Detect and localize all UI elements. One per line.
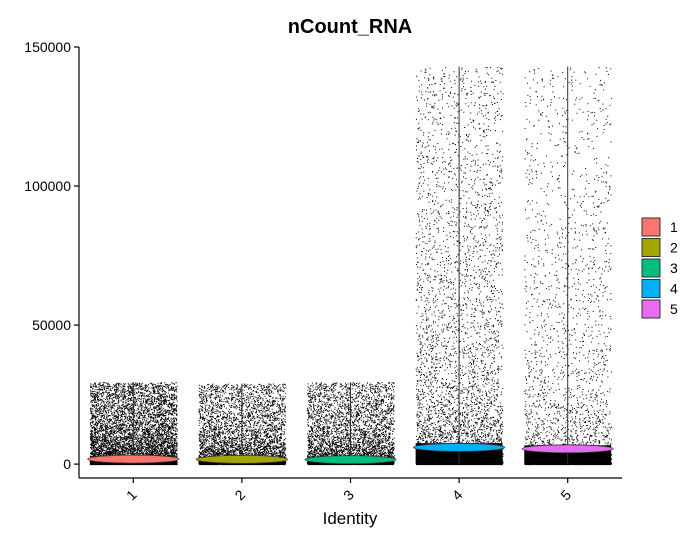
legend-label-4: 4 bbox=[670, 281, 678, 297]
y-ticks: 0 50000 100000 150000 bbox=[24, 39, 79, 472]
violin-3 bbox=[304, 455, 397, 465]
violin-5 bbox=[521, 444, 614, 454]
legend-swatch-5 bbox=[641, 299, 661, 319]
x-tick-label: 4 bbox=[449, 486, 466, 503]
violin-2 bbox=[195, 454, 288, 464]
violin-1 bbox=[87, 454, 180, 464]
x-tick-label: 5 bbox=[557, 486, 574, 503]
legend-swatch-4 bbox=[641, 279, 661, 298]
x-ticks: 1 2 3 4 5 bbox=[123, 478, 574, 503]
legend-label-3: 3 bbox=[670, 260, 678, 276]
legend-swatch-2 bbox=[641, 238, 661, 257]
x-tick-label: 3 bbox=[340, 486, 357, 503]
y-tick-label: 100000 bbox=[24, 178, 71, 194]
legend-swatch-3 bbox=[641, 258, 661, 278]
legend-label-1: 1 bbox=[670, 219, 678, 235]
x-axis-title: Identity bbox=[323, 509, 378, 528]
plot-violins bbox=[87, 66, 614, 465]
y-tick-label: 150000 bbox=[24, 39, 71, 55]
y-tick-label: 0 bbox=[63, 456, 71, 472]
legend: 1 2 3 4 5 bbox=[641, 217, 678, 319]
legend-label-5: 5 bbox=[670, 301, 678, 317]
legend-label-2: 2 bbox=[670, 240, 678, 256]
x-tick-label: 1 bbox=[123, 486, 140, 503]
x-tick-label: 2 bbox=[231, 486, 248, 503]
legend-swatch-1 bbox=[641, 217, 661, 237]
data-points-4 bbox=[415, 66, 504, 466]
y-tick-label: 50000 bbox=[32, 317, 71, 333]
violin-4 bbox=[413, 443, 506, 452]
chart-title: nCount_RNA bbox=[288, 16, 412, 38]
data-points-2 bbox=[198, 383, 287, 466]
